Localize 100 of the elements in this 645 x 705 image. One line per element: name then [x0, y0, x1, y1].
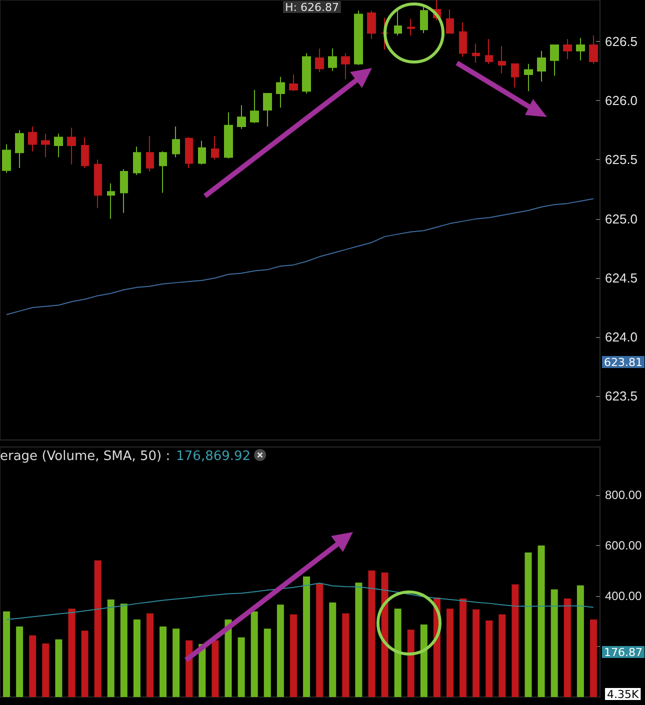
bar	[42, 643, 50, 697]
bar	[303, 576, 310, 697]
y-tick-label: 400.00	[605, 588, 642, 603]
candlestick	[67, 127, 76, 165]
candlestick	[263, 92, 272, 128]
candlestick	[563, 38, 572, 60]
bar	[276, 604, 284, 697]
bar	[381, 572, 388, 697]
candlestick	[28, 126, 37, 152]
bar	[120, 604, 128, 697]
bar	[486, 620, 493, 697]
candlestick	[459, 22, 467, 58]
candlestick	[211, 136, 219, 160]
candlestick	[576, 37, 585, 61]
candlestick	[2, 144, 11, 174]
bar	[590, 619, 597, 697]
candlestick	[185, 136, 193, 168]
candlestick	[289, 74, 298, 92]
y-tick-label: 625.0	[605, 211, 638, 226]
candlestick	[198, 140, 206, 165]
text: 4.35K	[607, 688, 640, 701]
chart-subtitle: 176,869.92	[176, 449, 251, 464]
candlestick	[224, 112, 233, 159]
line-series	[6, 582, 594, 620]
bar	[407, 630, 414, 697]
candlestick	[120, 168, 128, 214]
bar	[107, 600, 114, 697]
y-tick-label: 623.5	[605, 388, 638, 404]
candlestick	[511, 63, 519, 88]
bar	[524, 552, 532, 697]
bar	[224, 619, 232, 697]
candlestick	[498, 46, 506, 74]
bar	[498, 614, 506, 697]
bar	[250, 611, 258, 697]
candlestick	[302, 52, 311, 94]
bar	[212, 640, 219, 697]
bar	[472, 609, 480, 697]
candlestick	[328, 48, 337, 72]
bar	[368, 570, 376, 697]
candlestick	[354, 10, 363, 66]
candlestick	[276, 76, 285, 108]
bar	[160, 626, 167, 697]
bar	[146, 613, 154, 697]
bar	[3, 611, 10, 697]
candlestick	[159, 150, 167, 194]
bar	[355, 582, 362, 697]
bar	[538, 545, 545, 697]
candlestick	[54, 133, 63, 158]
bar	[576, 585, 584, 697]
bar	[512, 584, 519, 697]
candlestick	[172, 126, 180, 158]
candlestick	[94, 159, 102, 209]
bar	[290, 614, 297, 697]
candlestick	[407, 18, 415, 36]
text: 623.81	[604, 356, 642, 369]
y-tick-label: 624.0	[605, 330, 638, 345]
candlestick	[537, 50, 546, 82]
bar	[446, 608, 454, 697]
candlestick	[41, 133, 50, 158]
bar	[94, 560, 102, 697]
y-tick-label: 624.5	[605, 270, 638, 286]
candlestick	[107, 182, 115, 220]
bar	[394, 608, 402, 697]
candlestick	[81, 136, 89, 168]
candlestick	[367, 10, 376, 40]
bar	[133, 619, 140, 697]
chart-title: erage (Volume, SMA, 50) :	[0, 449, 170, 464]
bar	[16, 626, 24, 697]
line-series	[6, 198, 594, 316]
candlestick	[237, 104, 246, 130]
bar	[186, 640, 193, 697]
candlestick	[446, 8, 454, 34]
candlestick	[420, 6, 428, 34]
candlestick	[550, 44, 559, 76]
bar	[29, 635, 36, 697]
candlestick	[15, 130, 24, 168]
y-tick-label: 626.0	[605, 93, 638, 108]
bar	[316, 583, 324, 697]
bar	[68, 608, 76, 697]
y-tick-label: 625.5	[605, 152, 638, 168]
bar	[329, 602, 336, 697]
candlestick	[341, 52, 350, 80]
candlestick	[524, 63, 533, 92]
bar	[264, 628, 271, 697]
y-tick-label: 800.00	[605, 488, 642, 502]
bar	[81, 630, 88, 697]
bar	[550, 589, 558, 697]
bar	[172, 628, 180, 697]
annotation: H: 626.87	[285, 1, 339, 14]
bar	[238, 637, 245, 697]
text: 176.87	[604, 646, 642, 659]
bar	[342, 613, 350, 697]
candlestick	[146, 136, 154, 172]
candlestick	[133, 146, 141, 176]
bar	[460, 598, 467, 697]
candlestick	[315, 48, 324, 73]
candlestick	[472, 43, 480, 64]
candlestick	[250, 89, 259, 124]
candlestick	[485, 38, 493, 64]
y-tick-label: 626.5	[605, 34, 638, 49]
